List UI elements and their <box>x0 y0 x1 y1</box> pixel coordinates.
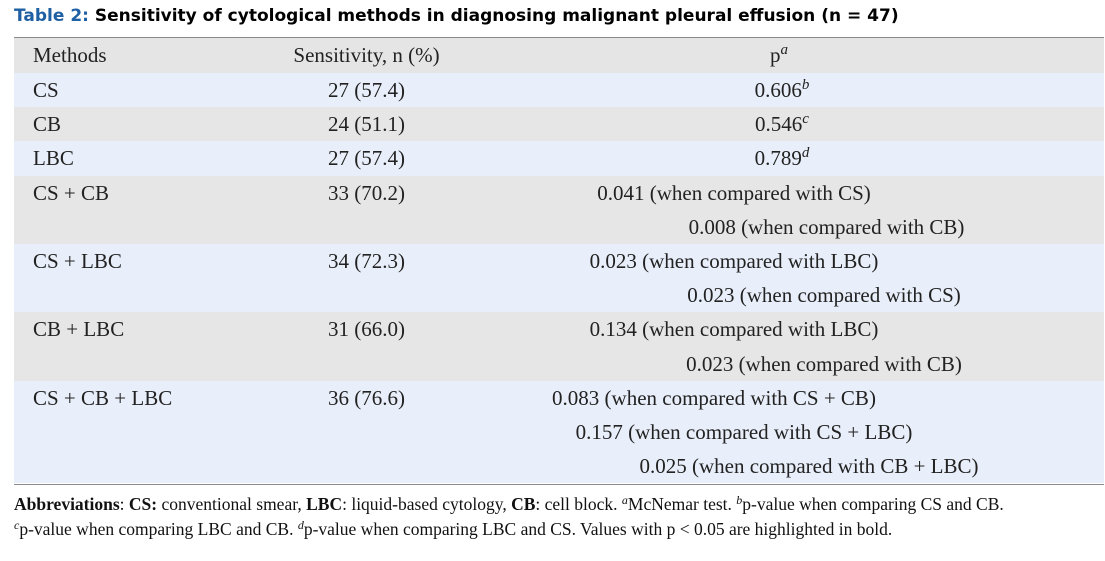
table-row: CS + CB 33 (70.2) 0.041 (when compared w… <box>14 175 1104 245</box>
row-method: CB + LBC <box>14 312 279 381</box>
p-line: 0.546c <box>454 107 1104 141</box>
p-line: 0.023 (when compared with CS) <box>687 283 961 308</box>
row-method: CB <box>14 107 279 142</box>
header-p-text: p <box>770 43 781 67</box>
row-method: LBC <box>14 141 279 176</box>
row-sensitivity: 31 (66.0) <box>279 312 454 381</box>
note-abbrev-label: Abbreviations <box>14 494 120 514</box>
row-p: 0.041 (when compared with CS) 0.008 (whe… <box>454 175 1104 245</box>
row-sensitivity: 24 (51.1) <box>279 107 454 142</box>
note-c-text: p-value when comparing LBC and CB. <box>19 519 298 539</box>
note-c-sup: c <box>14 518 20 532</box>
note-cs-text: conventional smear, <box>157 494 307 514</box>
p-line: 0.025 (when compared with CB + LBC) <box>639 454 979 479</box>
row-p: 0.606b <box>454 73 1104 108</box>
p-line: 0.008 (when compared with CB) <box>688 214 965 239</box>
row-sensitivity: 33 (70.2) <box>279 175 454 245</box>
row-p: 0.546c <box>454 107 1104 142</box>
row-sensitivity: 27 (57.4) <box>279 141 454 176</box>
header-p: pa <box>454 37 1104 73</box>
row-method: CS + CB + LBC <box>14 380 279 484</box>
sensitivity-table: Methods Sensitivity, n (%) pa CS 27 (57.… <box>14 37 1104 484</box>
row-sensitivity: 36 (76.6) <box>279 380 454 484</box>
p-line: 0.023 (when compared with CB) <box>686 351 962 376</box>
table-row: CB 24 (51.1) 0.546c <box>14 107 1104 142</box>
table-title-text: Sensitivity of cytological methods in di… <box>88 6 899 26</box>
header-methods: Methods <box>14 37 279 73</box>
row-method: CS + LBC <box>14 244 279 313</box>
row-sensitivity: 34 (72.3) <box>279 244 454 313</box>
p-line: 0.606b <box>454 73 1104 107</box>
row-p: 0.134 (when compared with LBC) 0.023 (wh… <box>454 312 1104 381</box>
p-line: 0.023 (when compared with LBC) <box>589 249 879 274</box>
note-b-text: p-value when comparing CS and CB. <box>742 494 1004 514</box>
table-row: CS + LBC 34 (72.3) 0.023 (when compared … <box>14 244 1104 313</box>
header-p-sup: a <box>780 42 789 58</box>
note-cb-text: : cell block. <box>535 494 622 514</box>
note-a-text: McNemar test. <box>627 494 737 514</box>
p-line: 0.789d <box>454 141 1104 175</box>
table-title: Table 2: Sensitivity of cytological meth… <box>14 4 1104 28</box>
row-p: 0.083 (when compared with CS + CB) 0.157… <box>454 380 1104 484</box>
p-value: 0.789 <box>754 146 802 171</box>
note-d-sup: d <box>297 518 304 532</box>
p-sup: b <box>801 77 810 93</box>
p-line: 0.157 (when compared with CS + LBC) <box>575 420 913 445</box>
table-row: CS + CB + LBC 36 (76.6) 0.083 (when comp… <box>14 380 1104 484</box>
note-b-sup: b <box>736 493 743 507</box>
table-bottom-rule <box>14 484 1104 485</box>
header-sensitivity: Sensitivity, n (%) <box>279 37 454 73</box>
table-footnote: Abbreviations: CS: conventional smear, L… <box>14 493 1004 539</box>
p-value: 0.546 <box>755 112 803 137</box>
note-lbc-label: LBC <box>306 494 343 514</box>
p-line: 0.134 (when compared with LBC) <box>589 317 879 342</box>
note-a-sup: a <box>621 493 628 507</box>
table-row: CS 27 (57.4) 0.606b <box>14 73 1104 108</box>
p-sup: d <box>801 145 810 162</box>
p-sup: c <box>802 111 809 128</box>
p-line: 0.083 (when compared with CS + CB) <box>552 385 876 410</box>
note-d-text: p-value when comparing LBC and CS. Value… <box>303 519 893 539</box>
header-row: Methods Sensitivity, n (%) pa <box>14 37 1104 73</box>
note-cb-label: CB <box>511 494 536 514</box>
note-lbc-text: : liquid-based cytology, <box>342 494 512 514</box>
row-method: CS <box>14 73 279 108</box>
row-p: 0.023 (when compared with LBC) 0.023 (wh… <box>454 244 1104 313</box>
p-line: 0.041 (when compared with CS) <box>597 180 871 205</box>
row-p: 0.789d <box>454 141 1104 176</box>
p-value: 0.606 <box>754 78 802 102</box>
table-label: Table 2: <box>14 6 89 26</box>
row-sensitivity: 27 (57.4) <box>279 73 454 108</box>
note-cs-label: CS: <box>128 494 158 514</box>
table-row: LBC 27 (57.4) 0.789d <box>14 141 1104 176</box>
table-row: CB + LBC 31 (66.0) 0.134 (when compared … <box>14 312 1104 381</box>
row-method: CS + CB <box>14 175 279 245</box>
